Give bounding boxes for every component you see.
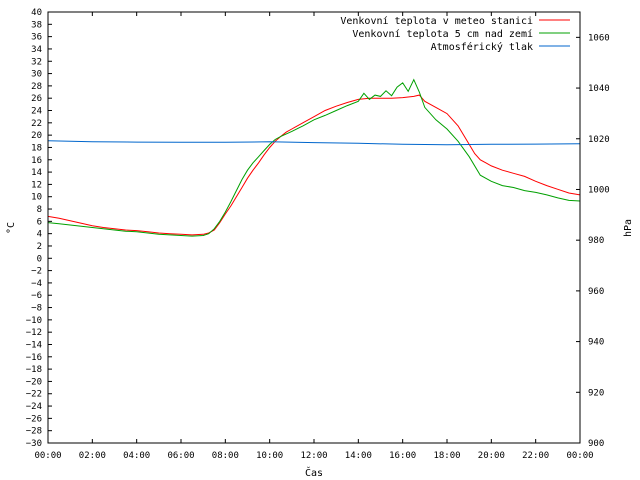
y-left-tick-label: −18 [26,365,42,375]
x-tick-label: 16:00 [389,451,416,461]
y-left-tick-label: 20 [31,131,42,141]
y-right-tick-label: 920 [588,388,604,398]
x-tick-label: 14:00 [345,451,372,461]
y-left-tick-label: 30 [31,70,42,80]
x-tick-label: 20:00 [478,451,505,461]
x-tick-label: 00:00 [34,451,61,461]
x-tick-label: 22:00 [522,451,549,461]
y-right-axis: 900 920 940 960 980 1000 1020 1040 1060 [576,33,610,449]
x-tick-label: 06:00 [167,451,194,461]
y-left-tick-label: 4 [37,230,42,240]
x-tick-label: 00:00 [566,451,593,461]
y-left-tick-label: −30 [26,439,42,449]
y-left-tick-label: 14 [31,168,42,178]
y-left-tick-label: 38 [31,20,42,30]
y-right-tick-label: 1000 [588,185,610,195]
y-right-tick-label: 1060 [588,33,610,43]
x-tick-label: 18:00 [433,451,460,461]
series-line-1 [47,94,581,236]
y-right-tick-label: 1020 [588,135,610,145]
y-left-tick-label: −28 [26,427,42,437]
y-left-tick-label: 26 [31,94,42,104]
y-left-axis-title: °C [6,222,17,234]
y-right-tick-label: 960 [588,287,604,297]
series-line-2 [47,78,581,237]
y-left-tick-label: −2 [31,267,42,277]
x-tick-label: 04:00 [123,451,150,461]
legend-label-3: Atmosférický tlak [431,41,533,53]
y-left-tick-label: 34 [31,45,42,55]
y-left-tick-label: 22 [31,119,42,129]
y-left-tick-label: 8 [37,205,42,215]
y-right-tick-label: 980 [588,236,604,246]
x-tick-label: 12:00 [300,451,327,461]
y-left-tick-label: −20 [26,377,42,387]
y-left-tick-label: −24 [26,402,42,412]
y-left-tick-label: −4 [31,279,42,289]
y-left-tick-label: −12 [26,328,42,338]
y-left-tick-label: −14 [26,340,42,350]
y-left-tick-label: 2 [37,242,42,252]
y-left-tick-label: −10 [26,316,42,326]
y-left-tick-label: 16 [31,156,42,166]
y-right-tick-label: 1040 [588,84,610,94]
y-left-tick-label: 36 [31,33,42,43]
x-tick-label: 10:00 [256,451,283,461]
y-left-axis: −30−28−26−24−22−20−18−16−14−12−10−8−6−4−… [26,8,52,449]
y-left-tick-label: 24 [31,107,42,117]
y-right-tick-label: 940 [588,338,604,348]
y-left-tick-label: −22 [26,390,42,400]
x-tick-label: 02:00 [79,451,106,461]
y-left-tick-label: −16 [26,353,42,363]
y-left-tick-label: 18 [31,143,42,153]
y-right-axis-title: hPa [623,219,634,237]
legend: Venkovní teplota v meteo staniciVenkovní… [340,15,570,53]
y-left-tick-label: −6 [31,291,42,301]
y-left-tick-label: 0 [37,254,42,264]
series-line-3 [47,140,581,146]
x-axis-title: Čas [305,466,323,479]
plot-border [47,11,581,444]
y-left-tick-label: −8 [31,304,42,314]
y-left-tick-label: 6 [37,217,42,227]
legend-label-1: Venkovní teplota v meteo stanici [340,15,533,27]
y-left-tick-label: 10 [31,193,42,203]
x-axis: 00:00 02:00 04:00 06:00 08:00 10:00 12:00 14:00… [34,12,594,461]
legend-label-2: Venkovní teplota 5 cm nad zemí [352,28,533,40]
y-left-tick-label: −26 [26,414,42,424]
series-layer [47,78,581,237]
y-left-tick-label: 12 [31,180,42,190]
y-left-tick-label: 32 [31,57,42,67]
y-left-tick-label: 40 [31,8,42,18]
y-right-tick-label: 900 [588,439,604,449]
y-left-tick-label: 28 [31,82,42,92]
x-tick-label: 08:00 [212,451,239,461]
